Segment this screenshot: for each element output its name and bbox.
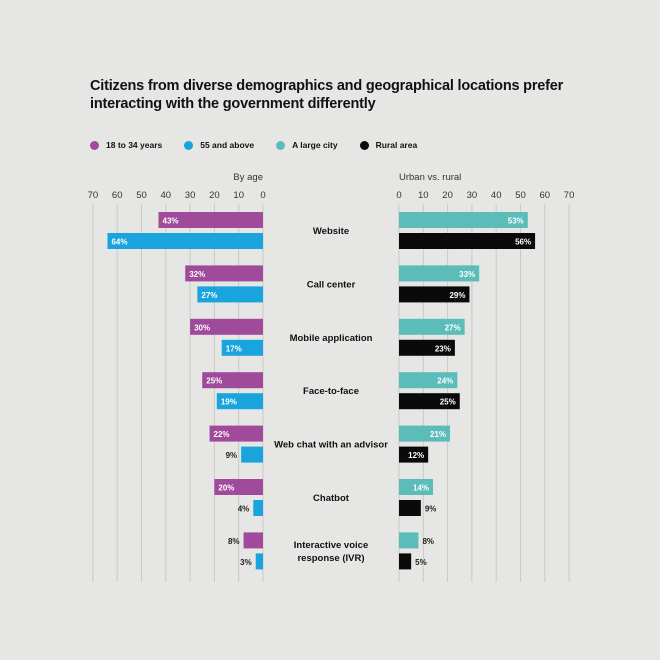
left-panel-title: By age [233, 172, 263, 183]
left-web-chat-with-an-advisor-s0-bar [209, 425, 263, 442]
right-tick-label-10: 10 [418, 190, 429, 201]
right-interactive-voice-response-ivr-s0-value-label: 8% [422, 537, 434, 546]
right-chatbot-s1-bar [399, 500, 421, 516]
left-tick-label-60: 60 [112, 190, 123, 201]
right-mobile-application-s0-value-label: 27% [445, 323, 461, 332]
right-web-chat-with-an-advisor-s1-value-label: 12% [408, 451, 424, 460]
right-website-s1-value-label: 56% [515, 238, 531, 247]
right-interactive-voice-response-ivr-s0-bar [399, 532, 419, 549]
legend-item-large-city: A large city [276, 140, 338, 150]
left-mobile-application-s1-value-label: 17% [226, 344, 242, 353]
right-mobile-application-s0-bar [399, 318, 465, 335]
left-face-to-face-s0-bar [202, 372, 263, 389]
left-web-chat-with-an-advisor-s0-value-label: 22% [214, 430, 230, 439]
legend-label-rural: Rural area [375, 140, 418, 150]
right-tick-label-70: 70 [564, 190, 575, 201]
right-chatbot-s0-value-label: 14% [413, 484, 429, 493]
left-website-s0-bar [158, 212, 263, 228]
right-web-chat-with-an-advisor-s0-bar [399, 425, 451, 442]
legend-label-large-city: A large city [292, 140, 338, 150]
left-chatbot-s1-bar [253, 500, 263, 516]
category-label-mobile-application: Mobile application [290, 333, 373, 344]
legend-swatch-rural [359, 140, 369, 150]
left-face-to-face-s1-bar [216, 393, 263, 410]
left-web-chat-with-an-advisor-s1-bar [241, 446, 263, 463]
right-website-s0-bar [399, 212, 528, 228]
right-panel-title: Urban vs. rural [399, 172, 461, 183]
right-call-center-s0-value-label: 33% [459, 270, 475, 279]
right-call-center-s0-bar [399, 265, 480, 282]
right-tick-label-40: 40 [491, 190, 502, 201]
left-web-chat-with-an-advisor-s1-value-label: 9% [226, 451, 238, 460]
right-mobile-application-s1-value-label: 23% [435, 344, 451, 353]
category-label-web-chat-with-an-advisor: Web chat with an advisor [274, 440, 388, 451]
right-chatbot-s1-value-label: 9% [425, 505, 437, 514]
category-label-chatbot: Chatbot [313, 493, 350, 504]
left-tick-label-0: 0 [260, 190, 265, 201]
left-tick-label-20: 20 [209, 190, 220, 201]
left-tick-label-70: 70 [88, 190, 99, 201]
right-chatbot-s0-bar [399, 479, 434, 495]
legend-swatch-55-above [184, 140, 194, 150]
right-tick-label-0: 0 [396, 190, 401, 201]
left-chatbot-s0-value-label: 20% [218, 484, 234, 493]
right-face-to-face-s0-value-label: 24% [437, 377, 453, 386]
category-label-call-center: Call center [307, 279, 356, 290]
left-mobile-application-s0-value-label: 30% [194, 323, 210, 332]
legend-item-18-to-34: 18 to 34 years [90, 140, 162, 150]
left-call-center-s1-value-label: 27% [201, 291, 217, 300]
left-website-s0-value-label: 43% [163, 217, 179, 226]
left-website-s1-bar [107, 233, 263, 249]
left-tick-label-50: 50 [136, 190, 147, 201]
legend-label-55-above: 55 and above [200, 140, 255, 150]
left-interactive-voice-response-ivr-s1-bar [255, 553, 263, 570]
legend: 18 to 34 years 55 and above A large city… [90, 140, 439, 150]
right-call-center-s1-bar [399, 286, 470, 303]
category-label-face-to-face: Face-to-face [303, 386, 359, 397]
left-mobile-application-s1-bar [221, 339, 263, 356]
right-web-chat-with-an-advisor-s1-bar [399, 446, 429, 463]
right-web-chat-with-an-advisor-s0-value-label: 21% [430, 430, 446, 439]
left-website-s1-value-label: 64% [111, 238, 127, 247]
legend-label-18-to-34: 18 to 34 years [106, 140, 163, 150]
right-face-to-face-s0-bar [399, 372, 458, 389]
right-call-center-s1-value-label: 29% [449, 291, 465, 300]
right-tick-label-20: 20 [442, 190, 453, 201]
right-tick-label-30: 30 [467, 190, 478, 201]
left-call-center-s0-bar [185, 265, 263, 282]
left-chatbot-s1-value-label: 4% [238, 505, 250, 514]
right-mobile-application-s1-bar [399, 339, 455, 356]
chart-title: Citizens from diverse demographics and g… [90, 78, 564, 112]
legend-swatch-large-city [276, 140, 286, 150]
left-face-to-face-s1-value-label: 19% [221, 398, 237, 407]
right-tick-label-50: 50 [515, 190, 526, 201]
left-chatbot-s0-bar [214, 479, 263, 495]
left-tick-label-10: 10 [233, 190, 244, 201]
left-interactive-voice-response-ivr-s0-bar [243, 532, 263, 549]
right-interactive-voice-response-ivr-s1-bar [399, 553, 412, 570]
right-website-s1-bar [399, 233, 536, 249]
left-face-to-face-s0-value-label: 25% [206, 377, 222, 386]
left-tick-label-30: 30 [185, 190, 196, 201]
right-website-s0-value-label: 53% [508, 217, 524, 226]
right-face-to-face-s1-bar [399, 393, 460, 410]
left-call-center-s1-bar [197, 286, 263, 303]
left-call-center-s0-value-label: 32% [189, 270, 205, 279]
left-interactive-voice-response-ivr-s1-value-label: 3% [240, 558, 252, 567]
legend-item-55-above: 55 and above [184, 140, 254, 150]
left-mobile-application-s0-bar [190, 318, 263, 335]
legend-item-rural: Rural area [359, 140, 418, 150]
category-label-website: Website [313, 226, 349, 237]
left-interactive-voice-response-ivr-s0-value-label: 8% [228, 537, 240, 546]
left-tick-label-40: 40 [161, 190, 172, 201]
legend-swatch-18-to-34 [90, 140, 99, 150]
right-face-to-face-s1-value-label: 25% [440, 398, 456, 407]
category-label-interactive-voice-response-ivr: Interactive voice response (IVR) [294, 540, 368, 564]
right-tick-label-60: 60 [540, 190, 551, 201]
right-interactive-voice-response-ivr-s1-value-label: 5% [415, 558, 427, 567]
